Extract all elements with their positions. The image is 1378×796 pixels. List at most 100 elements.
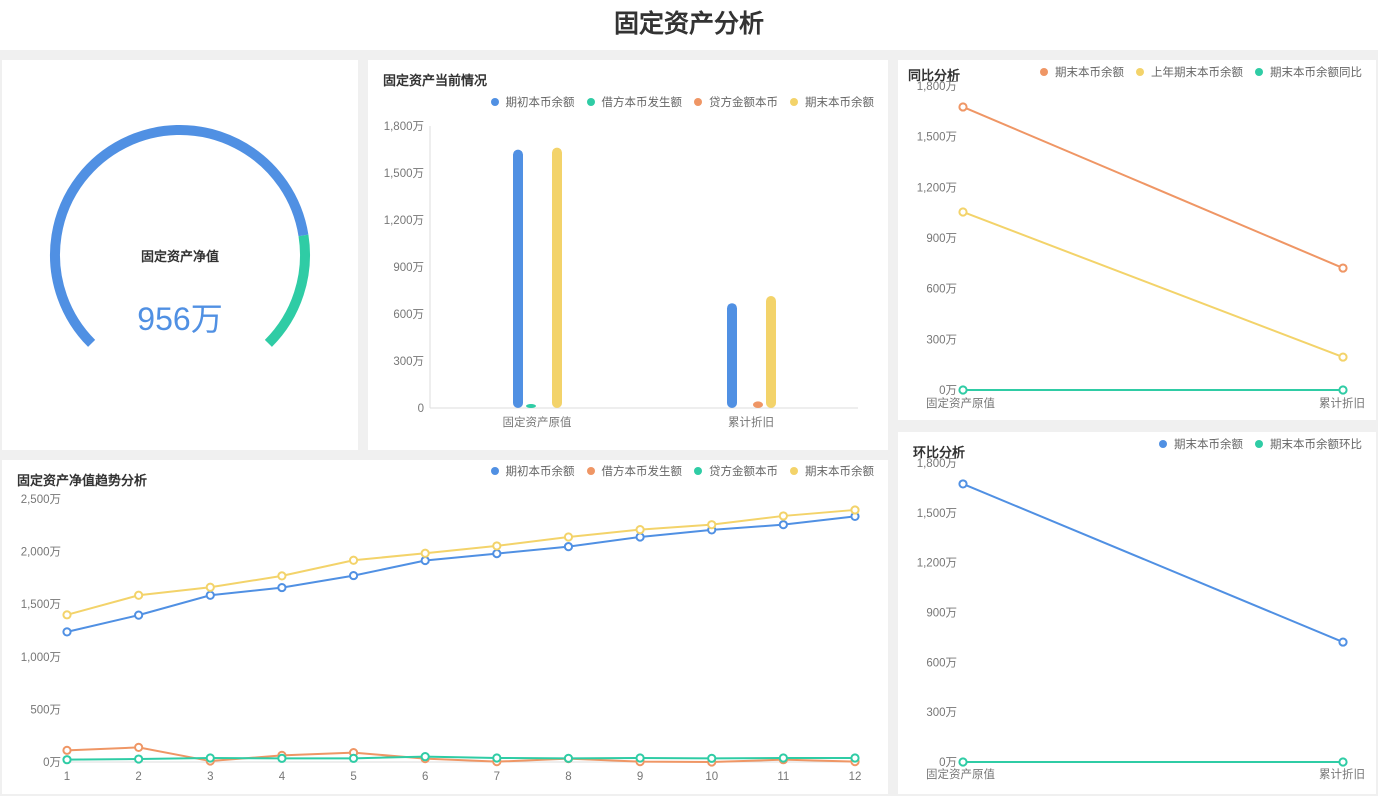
x-tick-label: 7	[494, 771, 500, 783]
x-tick-label: 8	[565, 771, 571, 783]
bar	[753, 401, 763, 408]
legend-label: 借方本币发生额	[601, 97, 683, 109]
data-point	[563, 532, 574, 542]
data-point	[134, 754, 144, 764]
x-tick-label: 3	[207, 771, 213, 783]
data-point	[134, 742, 144, 752]
chart-title: 同比分析	[908, 68, 961, 83]
data-point	[707, 753, 717, 763]
legend-dot-icon	[586, 98, 595, 106]
legend-item[interactable]: 期末本币余额	[1040, 64, 1124, 80]
legend-dot-icon	[790, 98, 798, 106]
y-tick-label: 300万	[926, 707, 957, 719]
bar	[552, 147, 562, 408]
data-point	[420, 752, 430, 762]
gauge-label: 固定资产净值	[140, 249, 219, 264]
data-point	[420, 548, 430, 558]
gauge-fill-arc	[50, 125, 309, 347]
legend-label: 期末本币余额	[805, 466, 874, 478]
gauge-value: 956万	[137, 301, 223, 337]
data-point	[205, 590, 215, 600]
x-tick-label: 6	[422, 771, 428, 783]
data-point	[348, 753, 359, 763]
legend-item[interactable]: 贷方金额本币	[694, 463, 778, 479]
trend-panel: 固定资产净值趋势分析 期初本币余额 借方本币发生额 贷方金额本币 期末本币余额 0万 5…	[2, 460, 888, 794]
series-line	[66, 746, 856, 764]
x-tick-label: 固定资产原值	[926, 767, 995, 781]
x-tick-label: 固定资产原值	[926, 396, 995, 410]
series-line	[66, 515, 856, 633]
legend-dot-icon	[490, 98, 499, 106]
series-line	[66, 755, 855, 761]
bar	[513, 149, 523, 408]
y-tick-label: 1,800万	[917, 458, 957, 470]
y-tick-label: 600万	[926, 284, 957, 296]
y-tick-label: 300万	[926, 334, 957, 346]
x-tick-label: 4	[279, 771, 286, 783]
gauge-panel: 固定资产净值 956万	[2, 60, 358, 450]
legend-label: 期末本币余额	[805, 97, 874, 109]
chart-legend: 期末本币余额 期末本币余额环比	[1159, 436, 1362, 452]
data-point	[1338, 263, 1348, 273]
data-point	[1338, 757, 1348, 767]
y-tick-label: 900万	[926, 608, 957, 620]
legend-label: 期初本币余额	[505, 466, 575, 478]
y-tick-label: 900万	[393, 262, 424, 274]
chart-legend: 期末本币余额 上年期末本币余额 期末本币余额同比	[1040, 64, 1362, 80]
data-point	[635, 525, 645, 535]
legend-dot-icon	[790, 467, 798, 475]
data-point	[134, 610, 144, 620]
x-tick-label: 2	[135, 771, 141, 783]
data-point	[205, 753, 215, 763]
data-point	[62, 610, 72, 620]
legend-label: 借方本币发生额	[601, 466, 683, 478]
data-point	[134, 590, 144, 600]
series-line	[962, 211, 1344, 359]
legend-label: 期末本币余额同比	[1270, 67, 1362, 79]
data-point	[635, 532, 645, 542]
y-tick-label: 2,000万	[21, 547, 61, 559]
legend-item[interactable]: 期初本币余额	[490, 463, 575, 479]
series-line	[66, 508, 856, 616]
legend-item[interactable]: 贷方金额本币	[694, 94, 778, 110]
legend-dot-icon	[1159, 440, 1167, 448]
legend-item[interactable]: 期末本币余额	[790, 463, 874, 479]
data-point	[348, 555, 359, 565]
legend-label: 上年期末本币余额	[1151, 67, 1243, 79]
legend-dot-icon	[1136, 68, 1144, 76]
data-point	[635, 753, 645, 763]
data-point	[958, 385, 968, 395]
x-tick-label: 固定资产原值	[503, 415, 572, 429]
legend-item[interactable]: 借方本币发生额	[586, 463, 683, 479]
legend-dot-icon	[586, 467, 595, 475]
legend-item[interactable]: 期末本币余额同比	[1255, 64, 1362, 80]
y-tick-label: 600万	[393, 309, 424, 321]
x-tick-label: 1	[64, 771, 70, 783]
data-point	[958, 757, 968, 767]
data-point	[778, 753, 788, 763]
legend-item[interactable]: 期初本币余额	[490, 94, 575, 110]
legend-item[interactable]: 期末本币余额环比	[1255, 436, 1362, 452]
y-tick-label: 1,000万	[21, 652, 61, 664]
y-tick-label: 500万	[30, 704, 61, 716]
legend-label: 期末本币余额	[1174, 439, 1243, 451]
data-point	[492, 548, 502, 559]
legend-item[interactable]: 期末本币余额	[790, 94, 874, 110]
gauge-remaining-arc	[264, 234, 310, 347]
y-tick-label: 1,800万	[384, 121, 424, 133]
legend-item[interactable]: 期末本币余额	[1159, 436, 1243, 452]
legend-dot-icon	[1255, 68, 1263, 76]
y-tick-label: 0	[418, 403, 424, 415]
legend-label: 期初本币余额	[505, 97, 575, 109]
data-point	[778, 520, 788, 530]
y-tick-label: 1,500万	[21, 599, 61, 611]
legend-item[interactable]: 上年期末本币余额	[1136, 64, 1243, 80]
data-point	[563, 542, 574, 552]
data-point	[62, 745, 72, 755]
data-point	[1338, 637, 1348, 647]
legend-dot-icon	[694, 98, 702, 106]
x-tick-label: 10	[705, 771, 718, 783]
legend-item[interactable]: 借方本币发生额	[586, 94, 683, 110]
